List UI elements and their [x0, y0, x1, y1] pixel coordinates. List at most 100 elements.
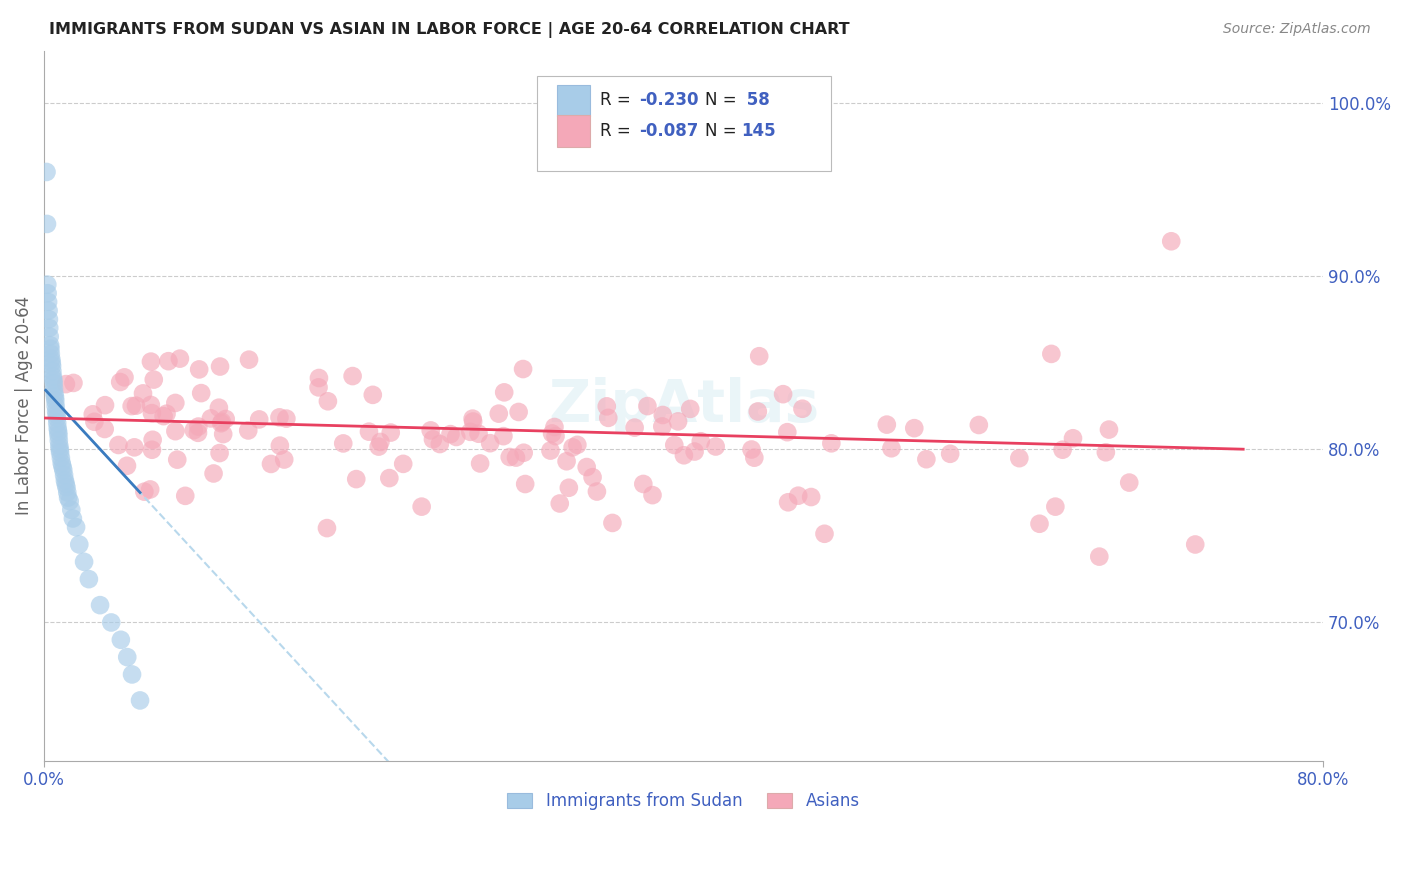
Asians [344, 472, 367, 486]
Asians [747, 404, 769, 418]
Asians [94, 398, 117, 412]
Asians [361, 388, 384, 402]
Asians [748, 349, 770, 363]
Asians [813, 526, 835, 541]
Asians [209, 359, 232, 374]
Asians [467, 426, 489, 441]
FancyBboxPatch shape [537, 76, 831, 171]
Immigrants from Sudan [89, 598, 111, 612]
Immigrants from Sudan [55, 476, 77, 491]
Asians [187, 425, 209, 440]
Asians [741, 442, 763, 457]
Asians [55, 377, 77, 392]
FancyBboxPatch shape [557, 115, 591, 146]
Asians [273, 452, 295, 467]
Asians [200, 411, 222, 425]
Asians [598, 410, 620, 425]
Asians [202, 467, 225, 481]
Immigrants from Sudan [38, 303, 60, 318]
Asians [316, 521, 339, 535]
Asians [876, 417, 898, 432]
Immigrants from Sudan [37, 286, 59, 301]
FancyBboxPatch shape [557, 85, 591, 116]
Asians [689, 434, 711, 449]
Immigrants from Sudan [56, 491, 79, 505]
Asians [446, 430, 468, 444]
Immigrants from Sudan [35, 165, 58, 179]
Asians [367, 440, 389, 454]
Asians [141, 406, 163, 420]
Immigrants from Sudan [62, 511, 84, 525]
Immigrants from Sudan [49, 445, 72, 459]
Immigrants from Sudan [41, 359, 63, 373]
Asians [208, 401, 231, 415]
Immigrants from Sudan [38, 312, 60, 326]
Asians [124, 440, 146, 454]
Asians [139, 354, 162, 368]
Asians [1040, 347, 1063, 361]
Immigrants from Sudan [60, 503, 83, 517]
Asians [183, 423, 205, 437]
Asians [211, 415, 233, 429]
Asians [512, 362, 534, 376]
Asians [1052, 442, 1074, 457]
Asians [744, 450, 766, 465]
Asians [357, 425, 380, 439]
Asians [508, 405, 530, 419]
Asians [468, 457, 491, 471]
Text: Source: ZipAtlas.com: Source: ZipAtlas.com [1223, 22, 1371, 37]
Asians [641, 488, 664, 502]
Text: 58: 58 [741, 91, 770, 110]
Text: -0.087: -0.087 [638, 122, 699, 140]
Asians [316, 394, 339, 409]
Immigrants from Sudan [59, 494, 82, 508]
Asians [505, 450, 527, 465]
Text: 145: 145 [741, 122, 776, 140]
Asians [392, 457, 415, 471]
Immigrants from Sudan [73, 555, 96, 569]
Asians [1160, 234, 1182, 248]
Asians [555, 454, 578, 468]
Immigrants from Sudan [117, 650, 139, 665]
Immigrants from Sudan [53, 474, 76, 488]
Asians [187, 419, 209, 434]
Asians [540, 443, 562, 458]
Asians [515, 477, 537, 491]
Immigrants from Sudan [41, 364, 63, 378]
Asians [1062, 431, 1084, 445]
Asians [269, 410, 291, 425]
Asians [260, 457, 283, 471]
Asians [664, 438, 686, 452]
Asians [1095, 445, 1118, 459]
Immigrants from Sudan [45, 408, 67, 422]
Asians [596, 400, 619, 414]
Asians [152, 409, 174, 424]
Asians [142, 373, 165, 387]
Asians [651, 419, 673, 434]
Text: N =: N = [706, 122, 742, 140]
Asians [380, 425, 402, 440]
Immigrants from Sudan [44, 386, 66, 401]
Asians [623, 420, 645, 434]
Asians [939, 447, 962, 461]
Asians [776, 425, 799, 440]
Asians [139, 398, 162, 412]
Asians [561, 441, 583, 455]
Asians [567, 438, 589, 452]
Y-axis label: In Labor Force | Age 20-64: In Labor Force | Age 20-64 [15, 296, 32, 516]
Asians [479, 436, 502, 450]
Asians [548, 496, 571, 510]
Asians [636, 399, 658, 413]
Asians [174, 489, 197, 503]
Immigrants from Sudan [42, 369, 65, 384]
Immigrants from Sudan [46, 425, 69, 439]
Immigrants from Sudan [67, 537, 90, 551]
Asians [83, 415, 105, 429]
Text: R =: R = [600, 91, 637, 110]
Immigrants from Sudan [42, 376, 65, 391]
Text: R =: R = [600, 122, 637, 140]
Asians [1088, 549, 1111, 564]
Asians [378, 471, 401, 485]
Asians [190, 386, 212, 401]
Asians [212, 427, 235, 442]
